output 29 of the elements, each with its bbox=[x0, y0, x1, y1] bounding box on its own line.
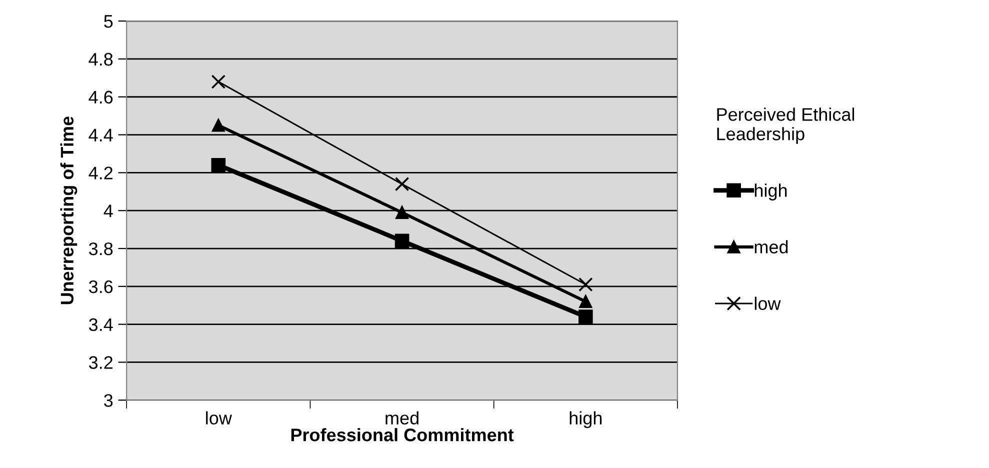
y-tick-label: 4.2 bbox=[88, 166, 112, 180]
point bbox=[211, 74, 226, 89]
y-tick-label: 3.4 bbox=[88, 318, 113, 332]
point bbox=[212, 118, 225, 132]
point bbox=[578, 277, 593, 292]
y-tick-label: 3 bbox=[104, 394, 113, 407]
legend-label: med bbox=[754, 240, 788, 254]
y-axis-title: Unerreporting of Time bbox=[60, 116, 78, 304]
point bbox=[394, 176, 410, 192]
legend-label: high bbox=[754, 184, 787, 200]
y-tick-label: 3.2 bbox=[88, 356, 112, 369]
y-tick-label: 3.6 bbox=[88, 280, 113, 294]
x-tick-label: med bbox=[386, 411, 418, 425]
y-tick-label: 3.8 bbox=[88, 242, 113, 256]
point bbox=[211, 158, 226, 172]
legend-title: Perceived Ethical Leadership bbox=[717, 108, 854, 144]
point bbox=[396, 206, 408, 219]
legend-label: low bbox=[754, 296, 781, 310]
x-tick-label: low bbox=[206, 411, 232, 425]
y-tick-label: 4.6 bbox=[88, 90, 113, 104]
point bbox=[578, 310, 593, 324]
y-tick-label: 4 bbox=[104, 204, 113, 218]
y-tick-label: 5 bbox=[104, 15, 113, 28]
x-axis-title: Professional Commitment bbox=[291, 428, 514, 442]
point bbox=[394, 234, 410, 248]
y-tick-label: 4.8 bbox=[88, 52, 113, 66]
y-tick-label: 4.4 bbox=[88, 128, 113, 142]
point bbox=[579, 295, 592, 308]
x-tick-label: high bbox=[570, 411, 602, 428]
